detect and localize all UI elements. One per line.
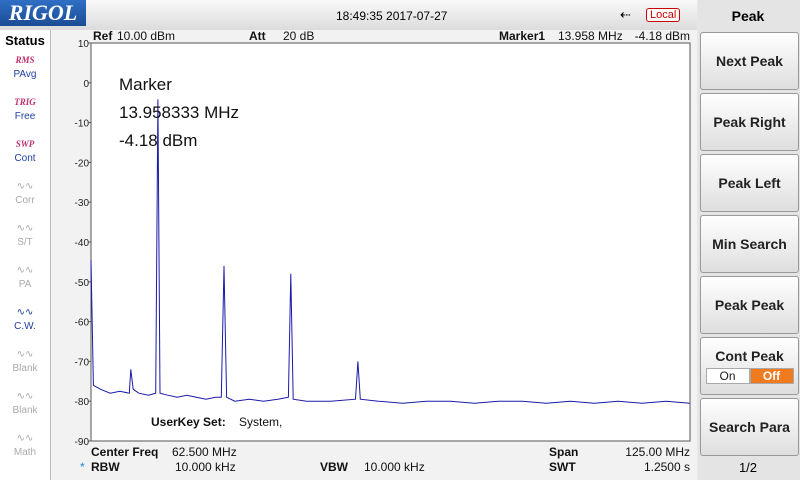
toggle-off[interactable]: Off: [749, 368, 794, 384]
y-tick-label: -20: [75, 158, 90, 169]
usb-icon: ⇠: [620, 7, 631, 22]
plot-frame: [90, 42, 691, 442]
y-tick-label: -10: [75, 119, 90, 130]
status-icon: TRIG: [14, 97, 36, 107]
status-glyph: ∿∿: [16, 433, 34, 444]
status-label: C.W.: [14, 321, 36, 332]
rbw-flag: *: [80, 460, 85, 474]
y-tick-label: 0: [83, 79, 89, 90]
status-label: S/T: [17, 237, 33, 248]
spectrum-display: 10 0 -10 -20 -30 -40 -50 -60 -70 -80 -90 Ref 10.00 d…: [51, 30, 697, 480]
header: RIGOL 18:49:35 2017-07-27 ⇠ Local: [0, 0, 697, 30]
softkey[interactable]: Peak Right: [700, 93, 799, 151]
status-label: Math: [13, 447, 37, 458]
status-label: Corr: [15, 195, 35, 206]
y-tick-label: 10: [78, 39, 90, 50]
menu-title: Peak: [731, 8, 765, 24]
softkey-search-para[interactable]: Search Para: [700, 398, 799, 456]
status-glyph: ∿∿: [16, 391, 34, 402]
softkey[interactable]: Min Search: [700, 215, 799, 273]
y-tick-label: -60: [75, 318, 90, 329]
status-label: Free: [14, 111, 36, 122]
toggle: On Off: [705, 368, 794, 384]
att-label: Att: [249, 30, 266, 43]
y-tick-label: -50: [75, 278, 90, 289]
status-glyph: ∿∿: [16, 307, 34, 318]
cont-peak-label: Cont Peak: [715, 348, 784, 364]
status-glyph: ∿∿: [16, 223, 34, 234]
datetime: 18:49:35 2017-07-27: [336, 9, 448, 23]
status-label: PAvg: [13, 69, 37, 80]
y-tick-label: -70: [75, 357, 90, 368]
status-glyph: ∿∿: [16, 265, 34, 276]
y-tick-label: -90: [75, 437, 90, 448]
softkey-panel: Peak 1/2 Next Peak Peak Right Peak Left Min…: [698, 0, 800, 480]
annotation-level: -4.18 dBm: [119, 131, 197, 150]
softkey-cont-peak[interactable]: Cont Peak On Off: [700, 337, 799, 395]
ref-label: Ref: [93, 30, 113, 43]
y-tick-label: -40: [75, 238, 90, 249]
trace: [90, 99, 691, 404]
marker-freq: 13.958 MHz: [558, 30, 623, 43]
softkey[interactable]: Next Peak: [700, 32, 799, 90]
center-value: 62.500 MHz: [172, 445, 237, 459]
ref-value: 10.00 dBm: [117, 30, 175, 43]
status-label: Blank: [12, 405, 38, 416]
swt-value: 1.2500 s: [644, 460, 690, 474]
status-label: PA: [18, 279, 32, 290]
userkey-value: System,: [239, 415, 282, 429]
rbw-value: 10.000 kHz: [175, 460, 236, 474]
toggle-on[interactable]: On: [705, 368, 750, 384]
y-tick-label: -30: [75, 198, 90, 209]
userkey-label: UserKey Set:: [151, 415, 226, 429]
logo: RIGOL: [0, 0, 86, 26]
status-glyph: ∿∿: [16, 181, 34, 192]
marker-label: Marker1: [499, 30, 545, 43]
center-label: Center Freq: [91, 445, 158, 459]
status-title: Status: [5, 33, 45, 48]
status-glyph: ∿∿: [16, 349, 34, 360]
swt-label: SWT: [549, 460, 576, 474]
local-badge[interactable]: Local: [646, 8, 681, 22]
annotation-freq: 13.958333 MHz: [119, 103, 239, 122]
vbw-label: VBW: [320, 460, 349, 474]
annotation-title: Marker: [119, 75, 172, 94]
att-value: 20 dB: [283, 30, 314, 43]
status-panel: Status RMS PAvg TRIG Free SWP Cont ∿∿ Corr ∿∿ S/T…: [0, 30, 51, 480]
softkey[interactable]: Peak Left: [700, 154, 799, 212]
span-value: 125.00 MHz: [625, 445, 690, 459]
vbw-value: 10.000 kHz: [364, 460, 425, 474]
rbw-label: RBW: [91, 460, 120, 474]
span-label: Span: [549, 445, 578, 459]
softkey[interactable]: Peak Peak: [700, 276, 799, 334]
y-tick-label: -80: [75, 397, 90, 408]
status-icon: SWP: [15, 139, 35, 149]
status-icon: RMS: [15, 55, 35, 65]
page-indicator: 1/2: [738, 460, 758, 475]
status-label: Cont: [14, 153, 36, 164]
status-label: Blank: [12, 363, 38, 374]
marker-level: -4.18 dBm: [635, 30, 690, 43]
